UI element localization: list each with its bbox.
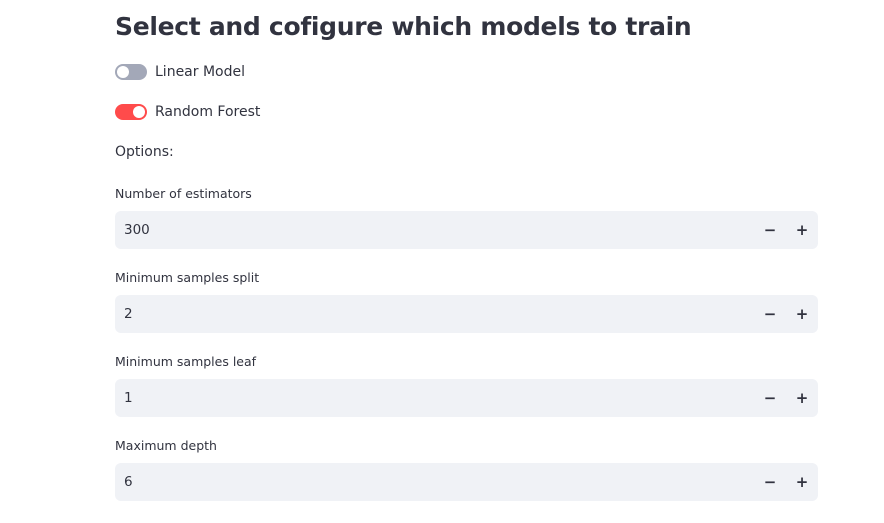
max-depth-label: Maximum depth [115, 438, 217, 453]
min-samples-split-increment-button[interactable]: + [795, 305, 809, 323]
min-samples-leaf-increment-button[interactable]: + [795, 389, 809, 407]
random-forest-toggle[interactable]: Random Forest [115, 101, 260, 123]
toggle-knob [133, 106, 145, 118]
options-heading: Options: [115, 144, 174, 160]
min-samples-leaf-label: Minimum samples leaf [115, 354, 257, 369]
max-depth-increment-button[interactable]: + [795, 473, 809, 491]
min-samples-leaf-number-input[interactable]: 1 − + [115, 379, 818, 417]
toggle-label-random-forest: Random Forest [155, 104, 261, 120]
max-depth-decrement-button[interactable]: − [763, 473, 777, 491]
estimators-label: Number of estimators [115, 186, 252, 201]
toggle-label-linear-model: Linear Model [155, 64, 245, 80]
min-samples-split-value[interactable]: 2 [124, 306, 133, 322]
estimators-value[interactable]: 300 [124, 222, 150, 238]
min-samples-leaf-decrement-button[interactable]: − [763, 389, 777, 407]
min-samples-split-decrement-button[interactable]: − [763, 305, 777, 323]
toggle-switch-on[interactable] [115, 104, 147, 120]
max-depth-value[interactable]: 6 [124, 474, 133, 490]
linear-model-toggle[interactable]: Linear Model [115, 61, 245, 83]
min-samples-leaf-value[interactable]: 1 [124, 390, 133, 406]
estimators-decrement-button[interactable]: − [763, 221, 777, 239]
toggle-knob [117, 66, 129, 78]
estimators-number-input[interactable]: 300 − + [115, 211, 818, 249]
toggle-switch-off[interactable] [115, 64, 147, 80]
min-samples-split-label: Minimum samples split [115, 270, 260, 285]
estimators-increment-button[interactable]: + [795, 221, 809, 239]
min-samples-split-number-input[interactable]: 2 − + [115, 295, 818, 333]
page-title: Select and cofigure which models to trai… [115, 12, 692, 41]
max-depth-number-input[interactable]: 6 − + [115, 463, 818, 501]
